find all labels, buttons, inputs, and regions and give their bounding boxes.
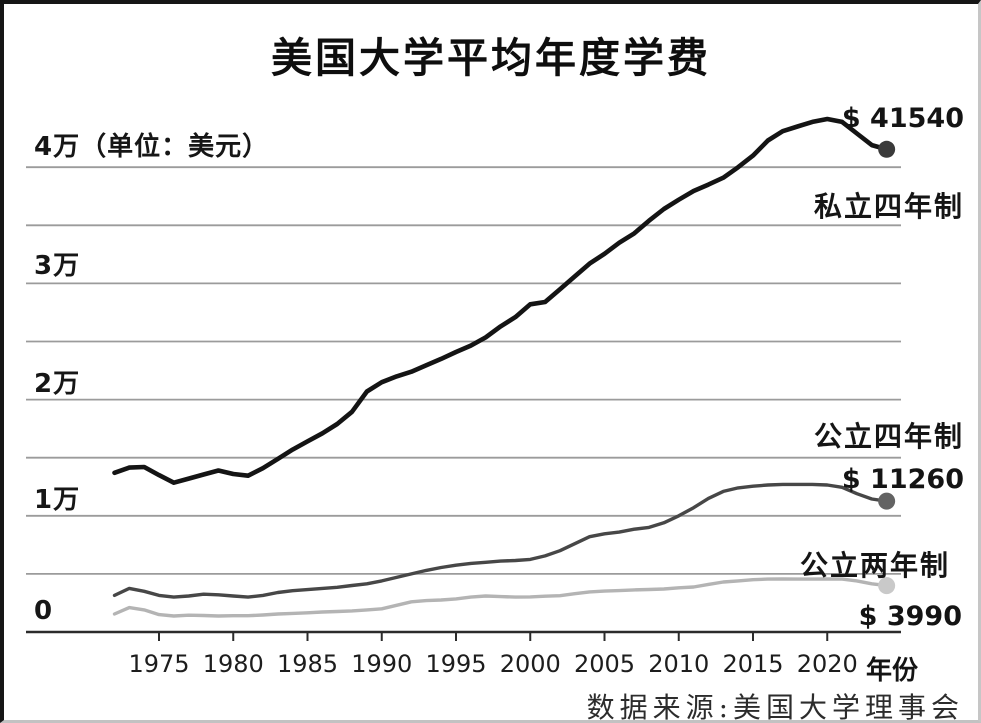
end-dot-public-two-year xyxy=(878,577,896,595)
end-dot-public-four-year xyxy=(878,492,896,510)
y-axis-label-0: 0 xyxy=(34,596,54,626)
y-axis-label-30000: 3万 xyxy=(34,251,81,281)
series-line-public-two-year xyxy=(112,577,889,618)
x-tick-label-1980: 1980 xyxy=(202,650,264,678)
y-axis-label-40000: 4万（单位：美元） xyxy=(34,132,270,162)
end-value-private-four-year: $ 41540 xyxy=(841,103,964,134)
data-source: 数据来源:美国大学理事会 xyxy=(586,691,964,723)
y-axis-label-10000: 1万 xyxy=(34,485,81,515)
series-label-private-four-year: 私立四年制 xyxy=(813,190,964,223)
chart-title: 美国大学平均年度学费 xyxy=(271,34,711,82)
x-tick-label-2000: 2000 xyxy=(499,650,561,678)
x-tick-label-1995: 1995 xyxy=(425,650,487,678)
x-axis-title: 年份 xyxy=(866,656,919,686)
x-tick-label-2010: 2010 xyxy=(648,650,710,678)
line-chart-plot xyxy=(26,116,901,641)
x-tick-label-2015: 2015 xyxy=(722,650,784,678)
series-line-private-four-year xyxy=(112,116,889,486)
end-dot-private-four-year xyxy=(878,140,896,158)
end-value-public-four-year: $ 11260 xyxy=(841,464,964,495)
x-tick-label-2020: 2020 xyxy=(796,650,858,678)
x-tick-label-1990: 1990 xyxy=(351,650,413,678)
series-label-public-four-year: 公立四年制 xyxy=(813,420,964,453)
series-label-public-two-year: 公立两年制 xyxy=(799,549,950,582)
unit-note: （单位：美元） xyxy=(80,132,270,162)
x-tick-label-1985: 1985 xyxy=(276,650,339,678)
series-line-public-four-year xyxy=(112,482,889,599)
y-axis-label-20000: 2万 xyxy=(34,369,81,399)
end-value-public-two-year: $ 3990 xyxy=(858,601,962,632)
x-tick-label-2005: 2005 xyxy=(573,650,636,678)
x-tick-label-1975: 1975 xyxy=(128,650,190,678)
